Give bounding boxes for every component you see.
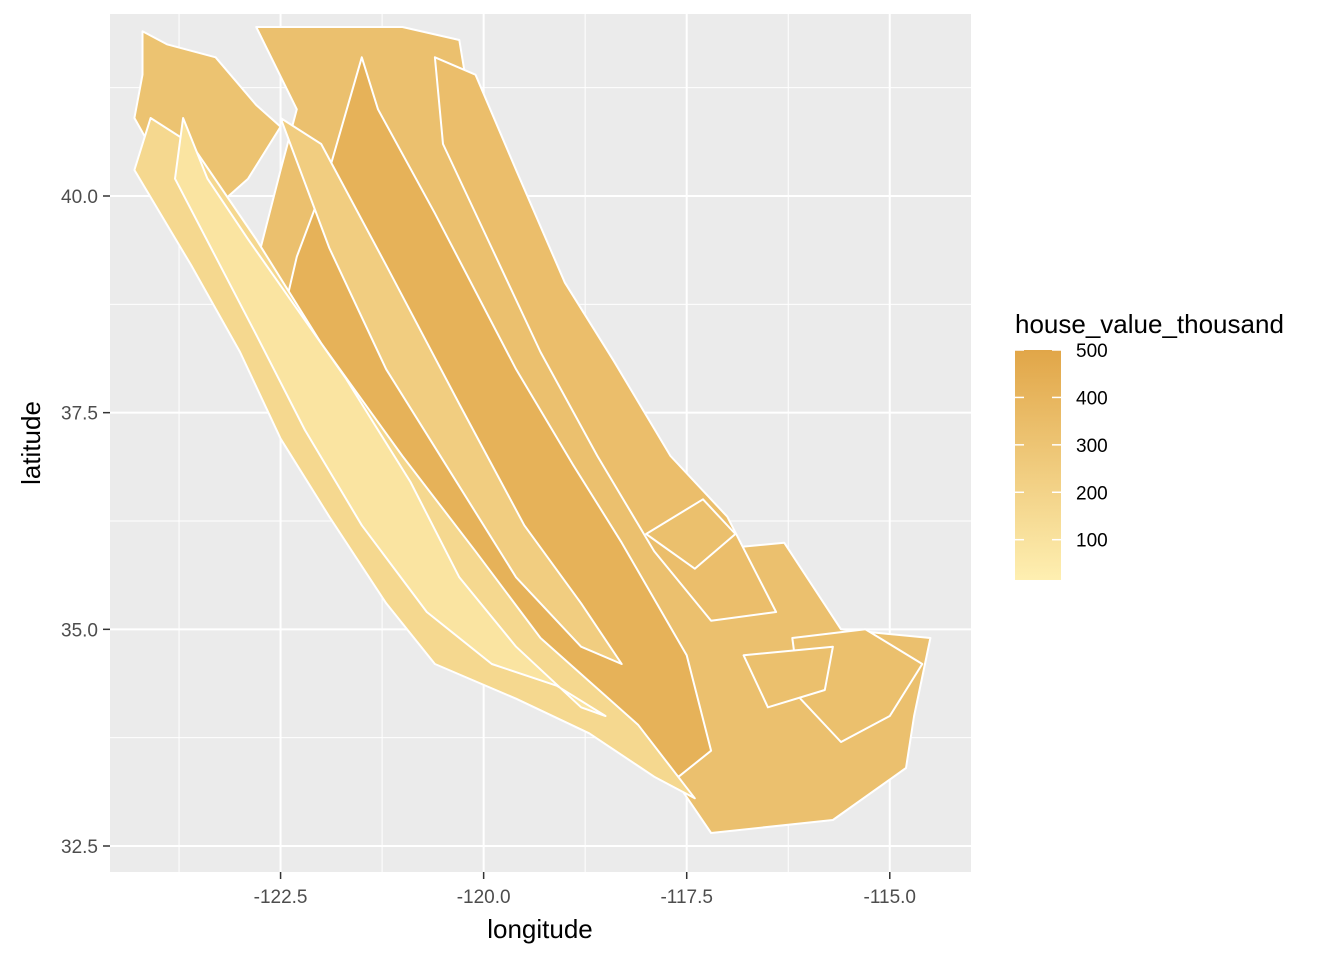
legend: house_value_thousand 500 400 300 200 100 xyxy=(1015,309,1284,580)
x-tick-label: -122.5 xyxy=(254,887,308,908)
map-regions xyxy=(133,26,932,834)
x-axis-ticks: -122.5 -120.0 -117.5 -115.0 xyxy=(254,872,916,908)
legend-break-label: 500 xyxy=(1076,341,1108,362)
legend-break-label: 300 xyxy=(1076,436,1108,457)
x-tick-label: -120.0 xyxy=(457,887,511,908)
legend-ticks: 500 400 300 200 100 xyxy=(1015,341,1108,552)
map-region xyxy=(742,645,834,709)
legend-title: house_value_thousand xyxy=(1015,309,1284,339)
y-tick-label: 32.5 xyxy=(61,837,98,858)
map-region xyxy=(279,117,623,665)
x-tick-label: -117.5 xyxy=(660,887,712,908)
map-region xyxy=(645,498,737,570)
y-tick-label: 35.0 xyxy=(61,620,98,641)
y-axis-ticks: 32.5 35.0 37.5 40.0 xyxy=(61,187,110,858)
legend-colorbar xyxy=(1015,350,1061,580)
legend-break-label: 400 xyxy=(1076,388,1108,409)
x-tick-label: -115.0 xyxy=(864,887,916,908)
legend-break-label: 100 xyxy=(1076,531,1108,552)
map-region xyxy=(433,56,778,622)
y-axis-label: latitude xyxy=(16,401,46,485)
legend-break-label: 200 xyxy=(1076,483,1108,504)
x-axis-label: longitude xyxy=(487,914,593,944)
map-region xyxy=(174,117,607,717)
y-tick-label: 40.0 xyxy=(61,187,98,208)
y-tick-label: 37.5 xyxy=(61,404,98,425)
